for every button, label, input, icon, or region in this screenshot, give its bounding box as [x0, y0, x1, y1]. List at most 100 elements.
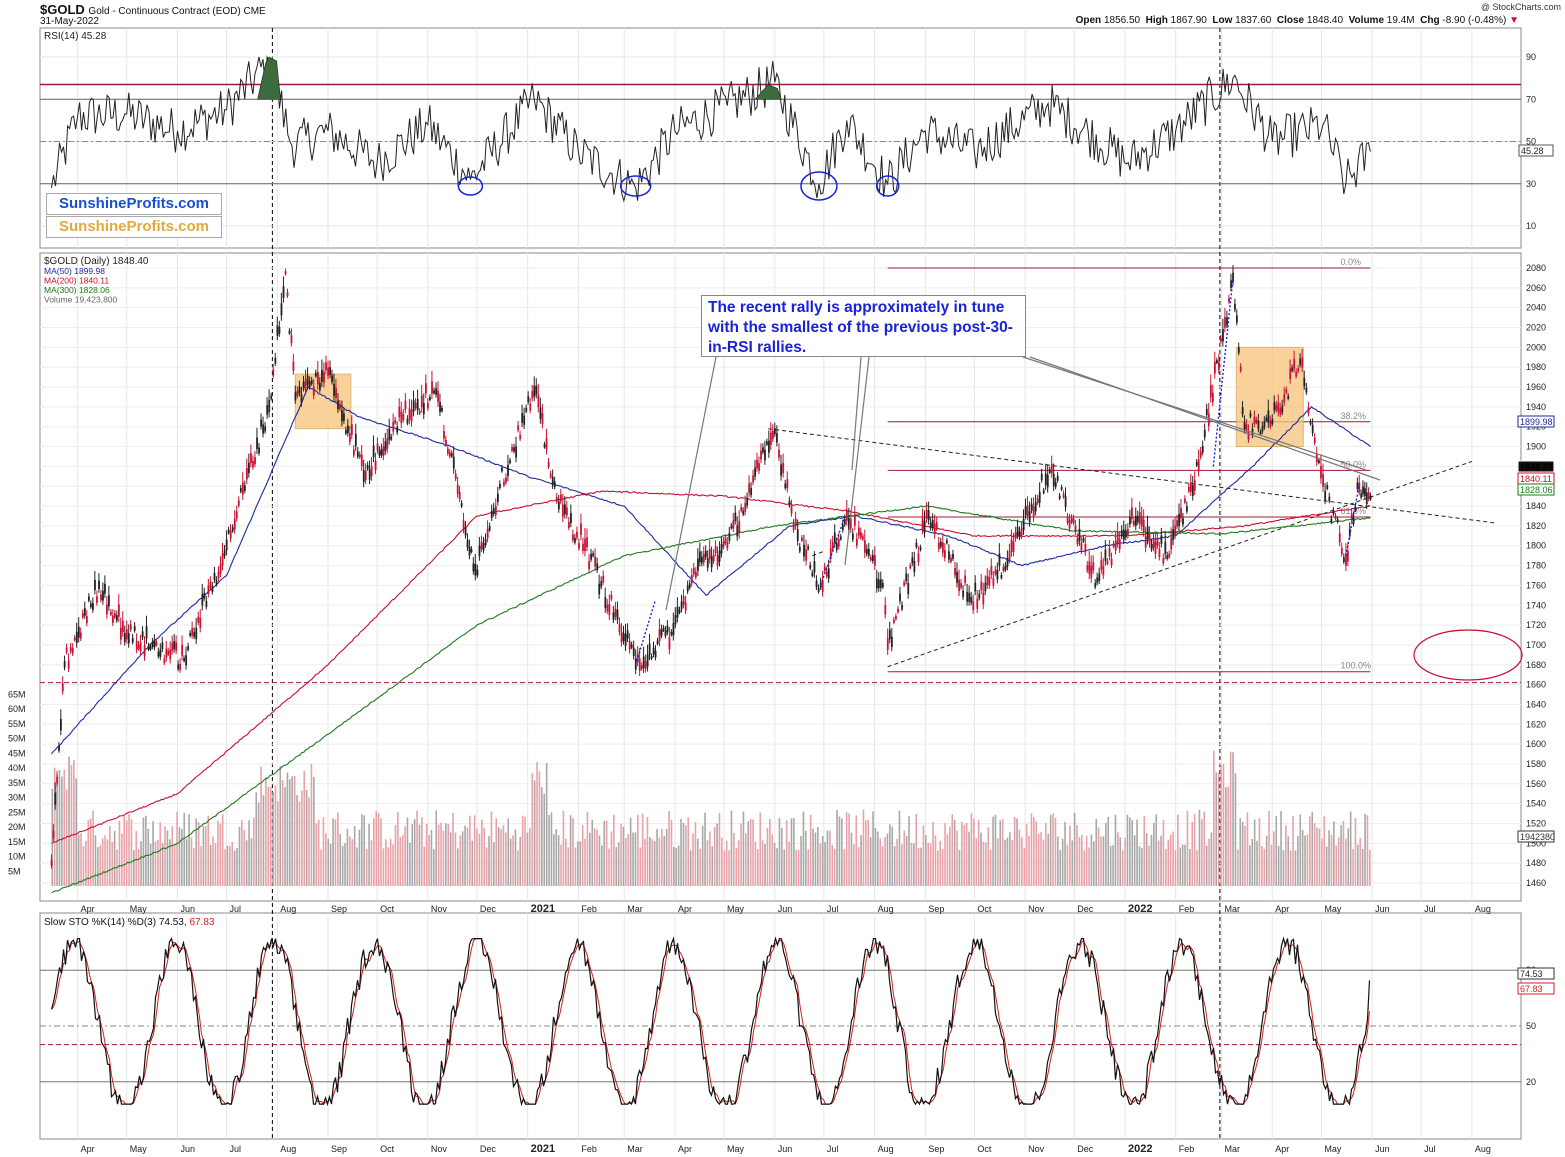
- volume-bar: [977, 819, 980, 886]
- volume-bar: [1009, 832, 1011, 886]
- price-candle-body: [147, 645, 150, 650]
- price-candle-body: [853, 515, 856, 526]
- rsi-oversold-circle: [875, 175, 900, 197]
- price-candle-body: [1102, 565, 1105, 576]
- fib-level-label: 100.0%: [1340, 661, 1371, 671]
- x-tick-label: Oct: [380, 904, 395, 914]
- price-candle-body: [1006, 557, 1009, 567]
- volume-bar: [761, 840, 764, 886]
- price-candle-body: [1030, 503, 1033, 511]
- price-y-tick: 1500: [1526, 838, 1546, 848]
- volume-bar: [1328, 830, 1330, 886]
- volume-bar: [253, 817, 255, 886]
- volume-bar: [337, 812, 339, 886]
- price-candle-body: [1018, 531, 1021, 538]
- volume-bar: [653, 841, 656, 886]
- volume-bar: [277, 801, 279, 886]
- price-candle-body: [494, 505, 497, 515]
- price-candle-body: [310, 380, 313, 385]
- price-candle-body: [986, 575, 989, 585]
- high-label: High: [1145, 15, 1168, 26]
- volume-bar: [469, 815, 471, 886]
- price-candle-body: [976, 598, 979, 609]
- volume-bar: [387, 847, 390, 886]
- volume-bar: [238, 826, 241, 886]
- price-candle-body: [1124, 530, 1127, 538]
- price-candle-body: [644, 661, 647, 670]
- volume-bar: [1179, 847, 1182, 886]
- volume-bar: [946, 834, 949, 886]
- price-candle-body: [448, 452, 451, 457]
- price-candle-body: [1110, 558, 1113, 566]
- price-candle-body: [584, 538, 586, 552]
- volume-bar: [1330, 834, 1333, 886]
- rally-dotted-line: [1212, 277, 1234, 467]
- price-candle-body: [1239, 366, 1242, 371]
- volume-bar: [169, 839, 171, 886]
- volume-bar: [862, 809, 865, 886]
- price-candle-body: [1108, 547, 1111, 557]
- rsi-panel-frame: [39, 27, 1522, 249]
- price-candle-body: [96, 596, 98, 603]
- volume-bar: [725, 840, 728, 886]
- price-candle-body: [566, 507, 568, 516]
- x-tick-label: Dec: [1077, 904, 1094, 914]
- price-candle-body: [1360, 493, 1363, 498]
- volume-bar: [495, 818, 498, 886]
- price-candle-body: [674, 615, 677, 625]
- sto-k-line: [50, 936, 1371, 1107]
- price-candle-body: [744, 503, 747, 512]
- price-candle-body: [618, 624, 621, 633]
- price-candle-body: [246, 468, 248, 480]
- x-tick-label: Nov: [1028, 904, 1045, 914]
- consolidation-box: [1235, 346, 1304, 448]
- price-last-value: 1899.98: [1520, 417, 1553, 427]
- volume-bar: [430, 829, 433, 886]
- price-y-tick: 2060: [1526, 283, 1546, 293]
- volume-bar: [781, 828, 783, 886]
- volume-bar: [1237, 849, 1239, 886]
- volume-bar: [790, 818, 793, 886]
- price-candle-body: [1328, 496, 1331, 502]
- x-tick-label-bottom: Dec: [1077, 1144, 1094, 1154]
- volume-bar: [574, 847, 577, 886]
- price-candle-body: [248, 462, 250, 474]
- price-candle-body: [1020, 528, 1023, 536]
- volume-bar: [665, 828, 668, 886]
- price-candle-body: [211, 586, 214, 593]
- volume-bar: [965, 823, 968, 886]
- price-candle-body: [646, 654, 649, 667]
- price-candle-body: [905, 573, 908, 582]
- x-tick-label-bottom: May: [1324, 1144, 1342, 1154]
- price-candle-body: [1340, 547, 1343, 555]
- price-candle-body: [1156, 538, 1159, 546]
- price-candle-body: [1305, 387, 1308, 393]
- volume-bar: [701, 825, 704, 886]
- price-candle-body: [933, 523, 936, 535]
- symbol-description: Gold - Continuous Contract (EOD) CME: [88, 6, 266, 17]
- volume-bar: [512, 835, 514, 886]
- watermark-blue: SunshineProfits.com: [46, 193, 222, 215]
- volume-bar: [1040, 832, 1042, 886]
- price-last-value-box: [1517, 483, 1555, 496]
- price-candle-body: [1330, 518, 1333, 523]
- volume-bar: [490, 811, 493, 886]
- volume-y-tick: 10M: [8, 852, 26, 862]
- sto-title: Slow STO %K(14) %D(3) 74.53, 67.83: [44, 917, 215, 928]
- price-candle-body: [833, 532, 836, 543]
- volume-bar: [272, 792, 274, 886]
- price-candle-body: [682, 596, 685, 605]
- volume-bar: [209, 845, 212, 886]
- x-tick-label: Mar: [1225, 904, 1241, 914]
- volume-bar: [569, 815, 572, 886]
- volume-bar: [106, 839, 109, 886]
- volume-bar: [293, 775, 296, 886]
- price-candle-body: [756, 459, 758, 469]
- price-candle-body: [561, 504, 564, 517]
- price-candle-body: [219, 564, 222, 574]
- price-candle-body: [466, 539, 469, 548]
- volume-bar: [973, 818, 975, 886]
- price-candle-body: [468, 546, 471, 556]
- volume-bar: [260, 766, 262, 886]
- volume-bar: [1220, 764, 1222, 886]
